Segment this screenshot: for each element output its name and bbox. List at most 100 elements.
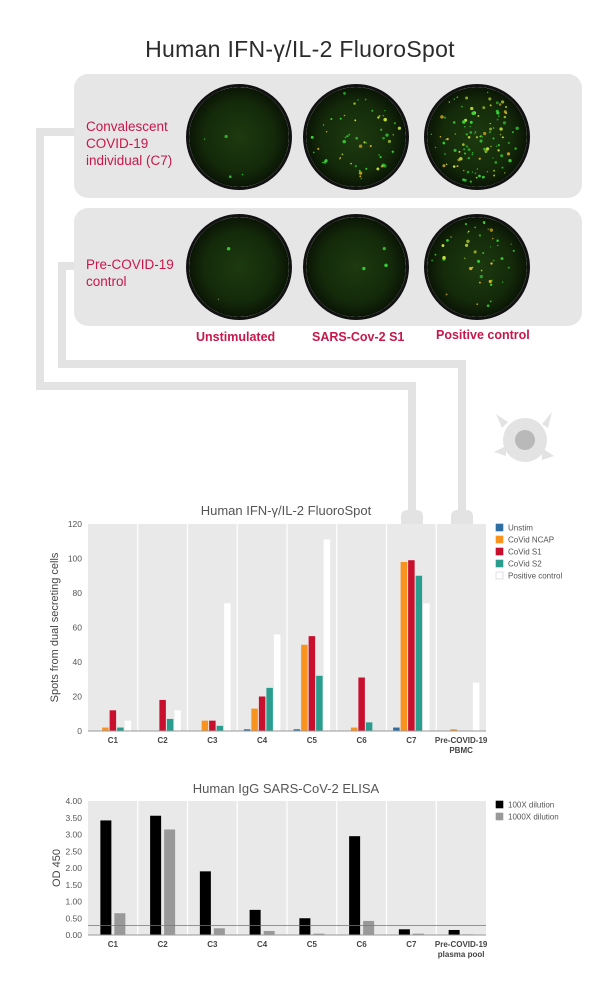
connector-drop-1 — [408, 382, 416, 516]
bar — [263, 930, 275, 935]
bar — [199, 871, 211, 935]
x-tick-label: C1 — [108, 940, 119, 949]
y-tick-label: 1.50 — [65, 880, 82, 890]
x-tick-label: C5 — [307, 940, 318, 949]
well-spots — [189, 217, 289, 317]
label-line: control — [86, 274, 127, 289]
bar — [398, 929, 410, 935]
x-tick-label: C7 — [406, 940, 417, 949]
bar — [323, 539, 331, 731]
well-convalescent-unstimulated — [186, 84, 292, 190]
x-tick-label: PBMC — [449, 746, 473, 755]
bar — [350, 727, 358, 731]
well-spots — [427, 87, 527, 187]
bar — [415, 575, 423, 731]
label-pre-covid: Pre-COVID-19 control — [86, 256, 174, 290]
y-tick-label: 2.00 — [65, 863, 82, 873]
bar — [423, 603, 430, 731]
y-tick-label: 40 — [73, 657, 83, 667]
y-axis-label: OD 450 — [51, 849, 63, 887]
well-spots — [189, 87, 289, 187]
bar — [462, 934, 474, 935]
bar — [448, 929, 460, 935]
bar — [174, 710, 181, 731]
bar — [209, 720, 216, 731]
label-convalescent: Convalescent COVID-19 individual (C7) — [86, 118, 172, 169]
bar — [313, 933, 325, 935]
connector-top-stub — [36, 128, 78, 136]
bar — [365, 722, 373, 731]
x-tick-label: C3 — [207, 736, 218, 745]
bar — [251, 708, 258, 731]
connector-drop-2 — [458, 360, 466, 516]
legend-swatch — [495, 571, 504, 580]
bar — [124, 720, 132, 731]
bar — [408, 560, 415, 731]
bar — [301, 644, 308, 731]
bar — [258, 696, 266, 731]
connector-inner-vertical — [58, 262, 66, 368]
column-label-positive: Positive control — [436, 328, 530, 342]
well-spots — [306, 87, 406, 187]
y-tick-label: 120 — [68, 519, 82, 529]
label-line: Convalescent — [86, 119, 168, 134]
bar — [109, 710, 117, 731]
main-title: Human IFN-γ/IL-2 FluoroSpot — [145, 36, 455, 62]
bar — [102, 727, 109, 731]
connector-plug-2 — [451, 510, 473, 526]
bar — [117, 727, 124, 731]
bar — [273, 634, 281, 731]
x-tick-label: C6 — [357, 736, 368, 745]
bar — [266, 687, 273, 731]
x-tick-label: Pre-COVID-19 — [435, 736, 488, 745]
bar — [450, 729, 457, 731]
connector-horizontal-2 — [58, 360, 466, 368]
well-pre-covid-positive — [424, 214, 530, 320]
well-pre-covid-unstimulated — [186, 214, 292, 320]
bar — [159, 699, 166, 731]
x-tick-label: C3 — [207, 940, 218, 949]
bar — [150, 815, 162, 935]
well-pre-covid-s1 — [303, 214, 409, 320]
x-tick-label: C5 — [307, 736, 318, 745]
bar — [100, 820, 112, 935]
connector-plug-1 — [401, 510, 423, 526]
x-tick-label: C1 — [108, 736, 119, 745]
bar — [299, 918, 311, 935]
x-tick-label: C7 — [406, 736, 417, 745]
bar — [363, 920, 375, 935]
connector-horizontal-1 — [36, 382, 416, 390]
bar — [393, 727, 400, 731]
legend-swatch — [495, 812, 504, 821]
column-label-unstimulated: Unstimulated — [196, 330, 276, 344]
y-tick-label: 0 — [77, 726, 82, 736]
bar — [358, 677, 365, 731]
legend-swatch — [495, 559, 504, 568]
bar — [114, 913, 126, 935]
bar — [308, 636, 316, 731]
bar — [249, 909, 261, 935]
well-convalescent-s1 — [303, 84, 409, 190]
y-tick-label: 1.00 — [65, 897, 82, 907]
bar — [316, 675, 323, 731]
well-spots — [306, 217, 406, 317]
bar — [293, 729, 301, 731]
bar — [243, 729, 251, 731]
bar — [349, 836, 361, 935]
y-tick-label: 0.00 — [65, 930, 82, 940]
legend-label: CoVid S2 — [508, 560, 542, 569]
bar — [412, 933, 424, 935]
chart1-title: Human IFN-γ/IL-2 FluoroSpot — [200, 503, 372, 518]
legend-label: CoVid NCAP — [508, 536, 554, 545]
chart2-title: Human IgG SARS-CoV-2 ELISA — [192, 781, 380, 796]
legend-label: Positive control — [508, 572, 562, 581]
legend-swatch — [495, 800, 504, 809]
bar — [201, 720, 209, 731]
y-tick-label: 0.50 — [65, 913, 82, 923]
label-line: Pre-COVID-19 — [86, 257, 174, 272]
y-tick-label: 20 — [73, 692, 83, 702]
bar — [164, 829, 176, 935]
bar — [166, 718, 174, 731]
y-tick-label: 2.50 — [65, 846, 82, 856]
legend-swatch — [495, 523, 504, 532]
